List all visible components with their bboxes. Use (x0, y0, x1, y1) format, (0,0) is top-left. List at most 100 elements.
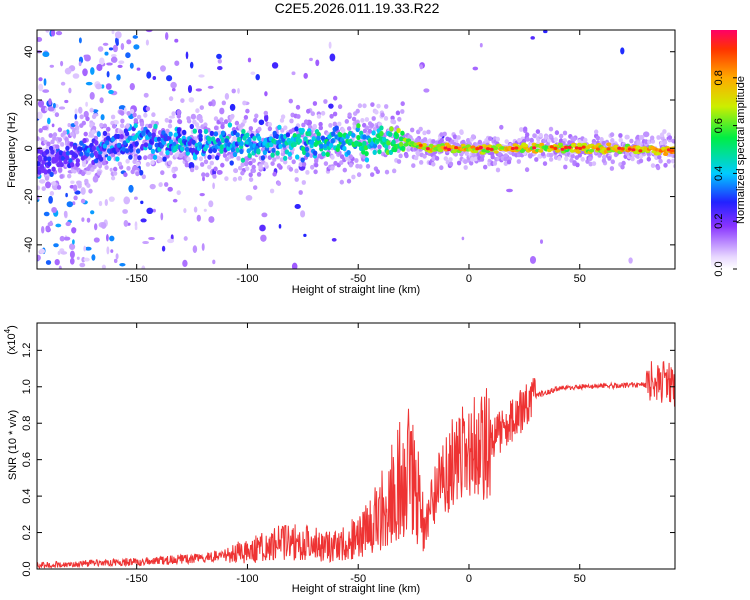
ridge-halo (44, 176, 50, 181)
ridge-halo (337, 121, 342, 127)
ridge-halo (62, 130, 67, 136)
noise-speckle (530, 36, 535, 40)
ridge-cell (168, 131, 173, 137)
ridge-cell (278, 143, 283, 149)
ridge-halo (276, 181, 282, 187)
ridge-cell (106, 155, 112, 162)
noise-speckle (192, 245, 198, 253)
ridge-cell (555, 149, 561, 153)
noise-speckle (100, 222, 107, 229)
noise-speckle (260, 234, 267, 242)
ridge-halo (129, 108, 135, 114)
ridge-halo (365, 163, 371, 169)
noise-speckle (96, 131, 101, 138)
ridge-cell (208, 148, 213, 154)
ridge-cell (94, 140, 99, 146)
ridge-halo (397, 116, 402, 122)
ridge-halo (57, 127, 63, 133)
ridge-halo (180, 98, 185, 103)
ridge-halo (362, 103, 367, 109)
bottom-y-tick-label: 1.0 (21, 379, 33, 394)
ridge-halo (312, 123, 317, 129)
noise-speckle (126, 39, 132, 45)
ridge-cell (168, 139, 174, 145)
ridge-halo (562, 130, 568, 136)
noise-speckle (202, 176, 205, 182)
ridge-cell (361, 149, 366, 155)
noise-speckle (54, 258, 60, 266)
bottom-x-axis-label: Height of straight line (km) (292, 583, 420, 595)
ridge-cell (176, 127, 182, 133)
noise-speckle (76, 256, 80, 260)
ridge-halo (354, 158, 359, 163)
ridge-cell (47, 156, 52, 162)
ridge-halo (344, 119, 349, 124)
ridge-halo (150, 160, 155, 166)
noise-speckle (48, 98, 52, 106)
ridge-halo (673, 139, 675, 145)
ridge-cell (325, 151, 330, 157)
ridge-halo (439, 138, 444, 143)
ridge-cell (663, 152, 669, 156)
noise-speckle (45, 30, 50, 33)
colorbar-tick-label: 0.4 (713, 166, 725, 181)
ridge-cell (241, 128, 246, 135)
ridge-cell (39, 163, 44, 170)
noise-speckle (133, 196, 138, 200)
ridge-cell (129, 147, 134, 153)
top-y-tick-label: 0 (23, 145, 35, 151)
ridge-cell (198, 133, 203, 139)
ridge-cell (363, 145, 369, 151)
ridge-cell (230, 147, 236, 153)
noise-speckle (63, 236, 71, 241)
noise-speckle (196, 214, 201, 222)
ridge-halo (203, 159, 209, 165)
noise-speckle (188, 97, 195, 103)
ridge-cell (396, 127, 401, 134)
ridge-halo (256, 172, 262, 177)
noise-speckle (620, 47, 625, 55)
noise-speckle (79, 262, 86, 268)
ridge-cell (316, 135, 321, 141)
ridge-halo (395, 110, 401, 116)
ridge-halo (371, 116, 376, 121)
ridge-halo (238, 165, 243, 171)
noise-speckle (74, 108, 78, 115)
ridge-peak (574, 146, 579, 150)
ridge-cell (389, 126, 394, 132)
noise-speckle (42, 51, 50, 58)
ridge-halo (609, 132, 615, 138)
ridge-halo (470, 157, 475, 162)
ridge-halo (279, 157, 285, 163)
noise-speckle (101, 264, 107, 269)
ridge-cell (245, 132, 250, 138)
noise-speckle (300, 210, 306, 218)
ridge-halo (133, 118, 138, 123)
ridge-halo (248, 126, 253, 131)
ridge-halo (439, 165, 444, 171)
ridge-cell (334, 125, 339, 131)
ridge-cell (285, 132, 291, 138)
ridge-cell (305, 152, 310, 158)
bottom-x-ticks: -150 -100 -50 0 50 (126, 323, 586, 585)
noise-speckle (55, 30, 63, 36)
ridge-halo (310, 111, 315, 117)
ridge-halo (291, 159, 296, 165)
ridge-cell (388, 131, 393, 137)
ridge-halo (91, 129, 96, 135)
ridge-halo (313, 169, 318, 175)
bottom-x-tick-label: 0 (466, 573, 472, 585)
bottom-y-ticks: 0.0 0.2 0.4 0.6 0.8 1.0 1.2 (21, 343, 675, 577)
noise-speckle (73, 184, 78, 192)
noise-speckle (111, 30, 115, 35)
ridge-cell (589, 148, 595, 153)
noise-speckle (74, 113, 78, 120)
ridge-peak (606, 147, 611, 151)
ridge-cell (98, 156, 104, 162)
ridge-cell (65, 150, 71, 156)
ridge-halo (135, 171, 140, 177)
ridge-cell (377, 149, 382, 155)
ridge-cell (331, 131, 336, 137)
ridge-cell (372, 149, 377, 155)
ridge-halo (201, 172, 206, 178)
